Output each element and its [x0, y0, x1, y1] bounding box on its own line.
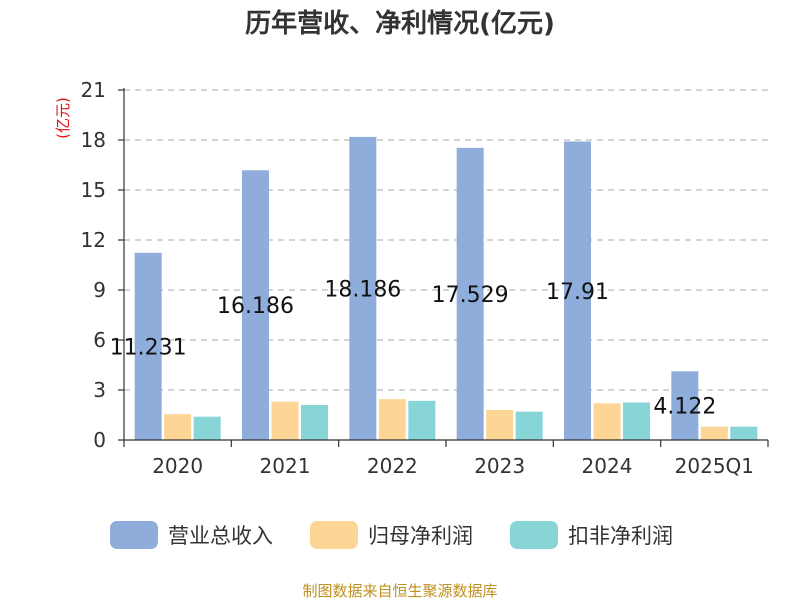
legend-label: 归母净利润	[368, 524, 473, 548]
x-tick-label: 2024	[582, 454, 633, 478]
bar	[164, 414, 192, 440]
x-axis: 2020 2021 2022 2023 2024 2025Q1	[123, 439, 769, 478]
data-label: 17.529	[432, 283, 509, 308]
bar	[515, 411, 543, 440]
bar	[456, 147, 484, 440]
x-tick-label: 2023	[474, 454, 525, 478]
bar-series	[134, 136, 758, 440]
legend-swatch	[110, 521, 158, 549]
bar	[271, 401, 299, 440]
data-label: 17.91	[546, 280, 609, 305]
bar	[378, 399, 406, 440]
y-tick-label: 12	[81, 228, 106, 252]
y-tick-label: 0	[93, 428, 106, 452]
bar	[564, 141, 591, 440]
legend-swatch	[510, 521, 558, 549]
chart-title: 历年营收、净利情况(亿元)	[245, 8, 555, 39]
y-tick-label: 3	[93, 378, 106, 402]
y-tick-label: 18	[81, 128, 106, 152]
y-tick-label: 9	[93, 278, 106, 302]
gridlines	[124, 89, 768, 391]
bar	[408, 400, 436, 440]
y-tick-label: 21	[81, 78, 106, 102]
bar	[349, 136, 377, 440]
data-labels: 11.231 16.186 18.186 17.529 17.91 4.122	[110, 277, 717, 419]
y-axis-unit-label: (亿元)	[54, 97, 72, 139]
bar	[730, 426, 758, 440]
legend-swatch	[310, 521, 358, 549]
data-label: 11.231	[110, 335, 187, 360]
legend-label: 营业总收入	[168, 524, 273, 548]
y-tick-label: 15	[81, 178, 106, 202]
x-tick-label: 2020	[152, 454, 203, 478]
bar	[623, 402, 650, 440]
bar	[242, 170, 269, 440]
y-tick-label: 6	[93, 328, 106, 352]
legend-label: 扣非净利润	[568, 524, 673, 548]
bar	[486, 410, 514, 440]
bar	[193, 416, 221, 440]
bar	[134, 252, 162, 440]
source-note: 制图数据来自恒生聚源数据库	[302, 582, 497, 600]
bar	[301, 405, 328, 440]
data-label: 4.122	[653, 395, 716, 420]
bar	[593, 403, 621, 440]
bar	[671, 371, 699, 440]
x-tick-label: 2021	[260, 454, 311, 478]
bar	[700, 426, 728, 440]
legend: 营业总收入 归母净利润 扣非净利润	[110, 521, 673, 549]
y-axis: 0 3 6 9 12 15 18 21	[81, 78, 125, 452]
x-tick-label: 2025Q1	[675, 454, 754, 478]
x-tick-label: 2022	[367, 454, 418, 478]
data-label: 18.186	[324, 277, 401, 302]
data-label: 16.186	[217, 294, 294, 319]
